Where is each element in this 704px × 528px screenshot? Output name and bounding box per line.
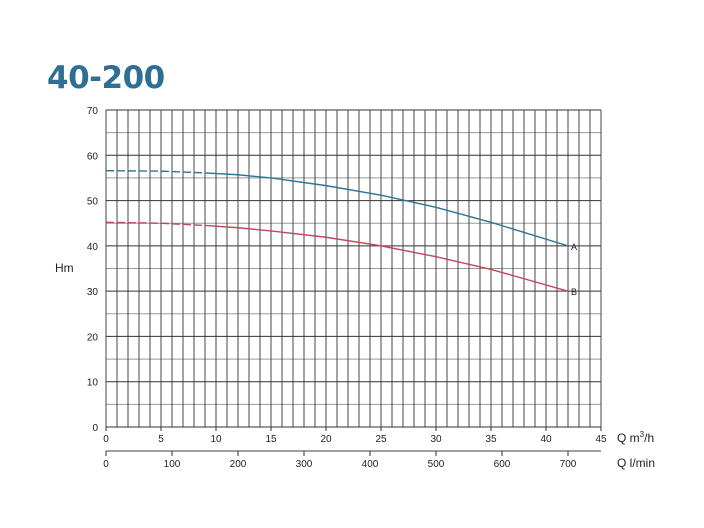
x-tick-label: 35 — [485, 434, 497, 445]
x2-axis-label: Q l/min — [617, 456, 655, 470]
x-tick-label: 30 — [430, 434, 442, 445]
curve-B-dashed — [105, 221, 206, 227]
y-tick-label: 0 — [92, 423, 98, 434]
x2-tick-label: 500 — [428, 459, 445, 470]
x-tick-label: 15 — [265, 434, 277, 445]
y-tick-label: 50 — [87, 197, 99, 208]
y-tick-label: 20 — [87, 332, 99, 343]
x2-tick-label: 600 — [494, 459, 511, 470]
y-tick-label: 30 — [87, 287, 99, 298]
curve-A-dashed — [105, 169, 206, 174]
curve-A — [204, 172, 569, 247]
x2-tick-label: 400 — [362, 459, 379, 470]
x2-tick-label: 200 — [230, 459, 247, 470]
y-tick-label: 70 — [87, 106, 99, 117]
curve-label-A: A — [571, 242, 577, 252]
x-tick-label: 40 — [540, 434, 552, 445]
x-tick-label: 45 — [595, 434, 607, 445]
y-axis-label: Hm — [55, 261, 74, 275]
x-tick-label: 25 — [375, 434, 387, 445]
chart-title: 40-200 — [47, 60, 165, 96]
x2-tick-label: 0 — [103, 459, 109, 470]
x-axis-label: Q m3/h — [617, 430, 654, 445]
y-tick-label: 40 — [87, 242, 99, 253]
x2-tick-label: 300 — [296, 459, 313, 470]
y-tick-label: 60 — [87, 151, 99, 162]
x-tick-label: 0 — [103, 434, 109, 445]
x2-tick-label: 700 — [560, 459, 577, 470]
x-tick-label: 5 — [158, 434, 164, 445]
y-tick-label: 10 — [87, 378, 99, 389]
x-tick-label: 10 — [210, 434, 222, 445]
curve-B — [204, 224, 569, 292]
x-tick-label: 20 — [320, 434, 332, 445]
curve-label-B: B — [571, 287, 577, 297]
x2-tick-label: 100 — [164, 459, 181, 470]
